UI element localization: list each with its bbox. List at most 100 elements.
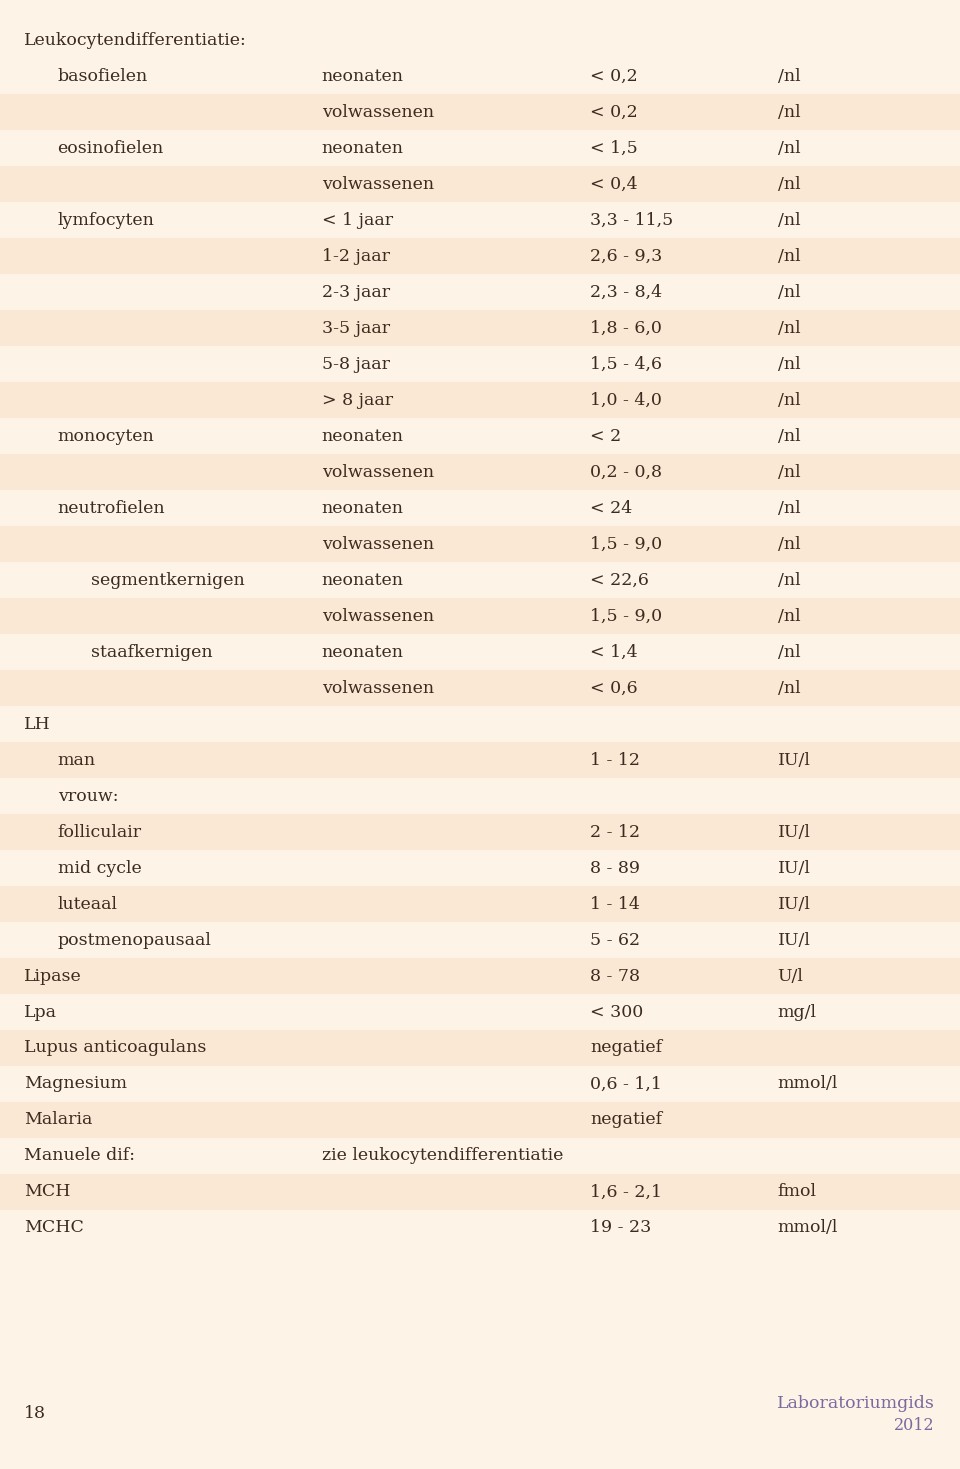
Bar [0, 995, 960, 1030]
Text: IU/l: IU/l [778, 752, 810, 768]
Text: Manuele dif:: Manuele dif: [24, 1147, 135, 1165]
Bar [0, 347, 960, 382]
Text: /nl: /nl [778, 355, 801, 373]
Bar [0, 779, 960, 814]
Bar [0, 310, 960, 347]
Bar [0, 923, 960, 958]
Text: /nl: /nl [778, 319, 801, 336]
Text: 1,6 - 2,1: 1,6 - 2,1 [590, 1184, 662, 1200]
Text: /nl: /nl [778, 427, 801, 445]
Bar [0, 94, 960, 129]
Text: /nl: /nl [778, 643, 801, 661]
Text: 5 - 62: 5 - 62 [590, 931, 640, 949]
Text: 1 - 12: 1 - 12 [590, 752, 640, 768]
Text: neonaten: neonaten [322, 643, 403, 661]
Text: Lupus anticoagulans: Lupus anticoagulans [24, 1040, 206, 1056]
Text: folliculair: folliculair [58, 824, 142, 840]
Text: monocyten: monocyten [58, 427, 155, 445]
Bar [0, 275, 960, 310]
Text: MCHC: MCHC [24, 1219, 84, 1237]
Text: volwassenen: volwassenen [322, 175, 434, 192]
Bar [0, 1030, 960, 1066]
Text: neonaten: neonaten [322, 499, 403, 517]
Text: < 24: < 24 [590, 499, 633, 517]
Bar [0, 886, 960, 923]
Bar [0, 526, 960, 563]
Text: 0,2 - 0,8: 0,2 - 0,8 [590, 464, 662, 480]
Text: /nl: /nl [778, 392, 801, 408]
Text: basofielen: basofielen [58, 68, 148, 85]
Bar [0, 598, 960, 635]
Text: IU/l: IU/l [778, 931, 810, 949]
Text: 18: 18 [24, 1406, 46, 1422]
Text: U/l: U/l [778, 968, 804, 984]
Text: < 0,2: < 0,2 [590, 68, 638, 85]
Bar [0, 1102, 960, 1138]
Bar [0, 742, 960, 779]
Text: IU/l: IU/l [778, 859, 810, 877]
Bar [0, 491, 960, 526]
Text: vrouw:: vrouw: [58, 787, 118, 805]
Text: Laboratoriumgids: Laboratoriumgids [778, 1396, 935, 1413]
Text: Lpa: Lpa [24, 1003, 57, 1021]
Bar [0, 814, 960, 851]
Text: staafkernigen: staafkernigen [91, 643, 213, 661]
Text: 2,6 - 9,3: 2,6 - 9,3 [590, 247, 662, 264]
Text: 5-8 jaar: 5-8 jaar [322, 355, 390, 373]
Text: negatief: negatief [590, 1112, 662, 1128]
Text: /nl: /nl [778, 140, 801, 157]
Bar [0, 238, 960, 275]
Text: /nl: /nl [778, 284, 801, 301]
Bar [0, 670, 960, 707]
Text: postmenopausaal: postmenopausaal [58, 931, 211, 949]
Text: neonaten: neonaten [322, 571, 403, 589]
Bar [0, 1210, 960, 1246]
Text: 2-3 jaar: 2-3 jaar [322, 284, 390, 301]
Text: 1,8 - 6,0: 1,8 - 6,0 [590, 319, 662, 336]
Text: 1,5 - 9,0: 1,5 - 9,0 [590, 608, 662, 624]
Text: 1-2 jaar: 1-2 jaar [322, 247, 390, 264]
Text: /nl: /nl [778, 103, 801, 120]
Bar [0, 563, 960, 598]
Text: neonaten: neonaten [322, 427, 403, 445]
Text: lymfocyten: lymfocyten [58, 212, 155, 229]
Text: /nl: /nl [778, 212, 801, 229]
Bar [0, 1174, 960, 1210]
Bar [0, 958, 960, 995]
Text: < 0,6: < 0,6 [590, 680, 638, 696]
Text: volwassenen: volwassenen [322, 103, 434, 120]
Text: /nl: /nl [778, 247, 801, 264]
Text: /nl: /nl [778, 608, 801, 624]
Text: < 1,5: < 1,5 [590, 140, 638, 157]
Text: volwassenen: volwassenen [322, 608, 434, 624]
Text: volwassenen: volwassenen [322, 536, 434, 552]
Text: < 22,6: < 22,6 [590, 571, 649, 589]
Text: Leukocytendifferentiatie:: Leukocytendifferentiatie: [24, 31, 247, 48]
Text: 2012: 2012 [895, 1418, 935, 1435]
Text: volwassenen: volwassenen [322, 464, 434, 480]
Text: < 1,4: < 1,4 [590, 643, 638, 661]
Text: mmol/l: mmol/l [778, 1219, 838, 1237]
Text: /nl: /nl [778, 571, 801, 589]
Text: 3-5 jaar: 3-5 jaar [322, 319, 390, 336]
Bar [0, 419, 960, 454]
Bar [0, 1066, 960, 1102]
Text: IU/l: IU/l [778, 896, 810, 912]
Text: /nl: /nl [778, 536, 801, 552]
Bar [0, 166, 960, 203]
Bar [0, 129, 960, 166]
Bar [0, 454, 960, 491]
Text: mmol/l: mmol/l [778, 1075, 838, 1093]
Text: 19 - 23: 19 - 23 [590, 1219, 652, 1237]
Text: segmentkernigen: segmentkernigen [91, 571, 245, 589]
Text: < 0,4: < 0,4 [590, 175, 638, 192]
Bar [0, 707, 960, 742]
Bar [0, 203, 960, 238]
Text: luteaal: luteaal [58, 896, 117, 912]
Bar [0, 851, 960, 886]
Text: neutrofielen: neutrofielen [58, 499, 165, 517]
Text: > 8 jaar: > 8 jaar [322, 392, 393, 408]
Text: mg/l: mg/l [778, 1003, 817, 1021]
Text: 0,6 - 1,1: 0,6 - 1,1 [590, 1075, 662, 1093]
Text: IU/l: IU/l [778, 824, 810, 840]
